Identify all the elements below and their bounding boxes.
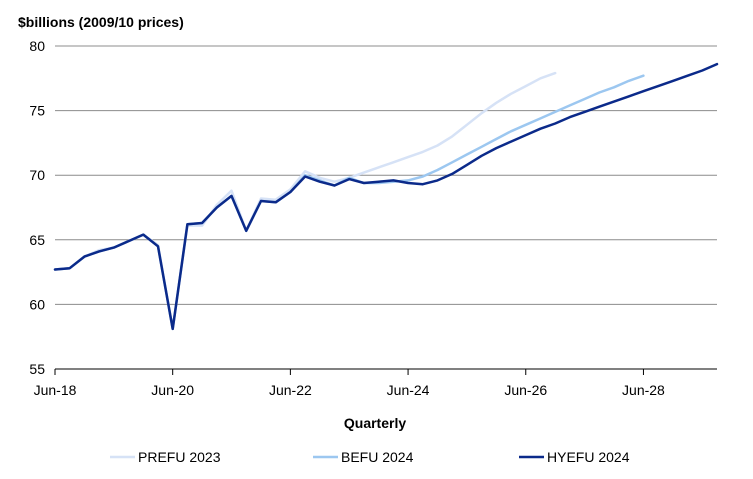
x-tick-label: Jun-24	[387, 382, 430, 398]
series-line-2	[53, 74, 645, 331]
y-tick-label: 55	[29, 361, 45, 377]
x-tick-label: Jun-26	[504, 382, 547, 398]
x-axis: Jun-18 Jun-20 Jun-22 Jun-24 Jun-26 Jun-28	[34, 368, 717, 398]
y-tick-label: 60	[29, 296, 45, 312]
y-axis-ticks: 55 60 65 70 75 80	[29, 38, 45, 377]
y-tick-label: 70	[29, 167, 45, 183]
x-axis-title: Quarterly	[344, 415, 406, 431]
x-tick-label: Jun-22	[269, 382, 312, 398]
x-tick-label: Jun-20	[151, 382, 194, 398]
legend-label: HYEFU 2024	[547, 449, 630, 465]
x-tick-label: Jun-28	[622, 382, 665, 398]
y-tick-label: 75	[29, 103, 45, 119]
x-tick-label: Jun-18	[34, 382, 77, 398]
legend-label: BEFU 2024	[341, 449, 414, 465]
gridlines	[55, 45, 717, 305]
legend: PREFU 2023 BEFU 2024 HYEFU 2024	[110, 449, 630, 465]
y-tick-label: 65	[29, 232, 45, 248]
legend-label: PREFU 2023	[138, 449, 221, 465]
y-axis-title: $billions (2009/10 prices)	[18, 14, 184, 30]
series-lines	[53, 62, 719, 331]
series-line-3	[53, 62, 719, 331]
y-tick-label: 80	[29, 38, 45, 54]
series-line-1	[53, 71, 557, 331]
